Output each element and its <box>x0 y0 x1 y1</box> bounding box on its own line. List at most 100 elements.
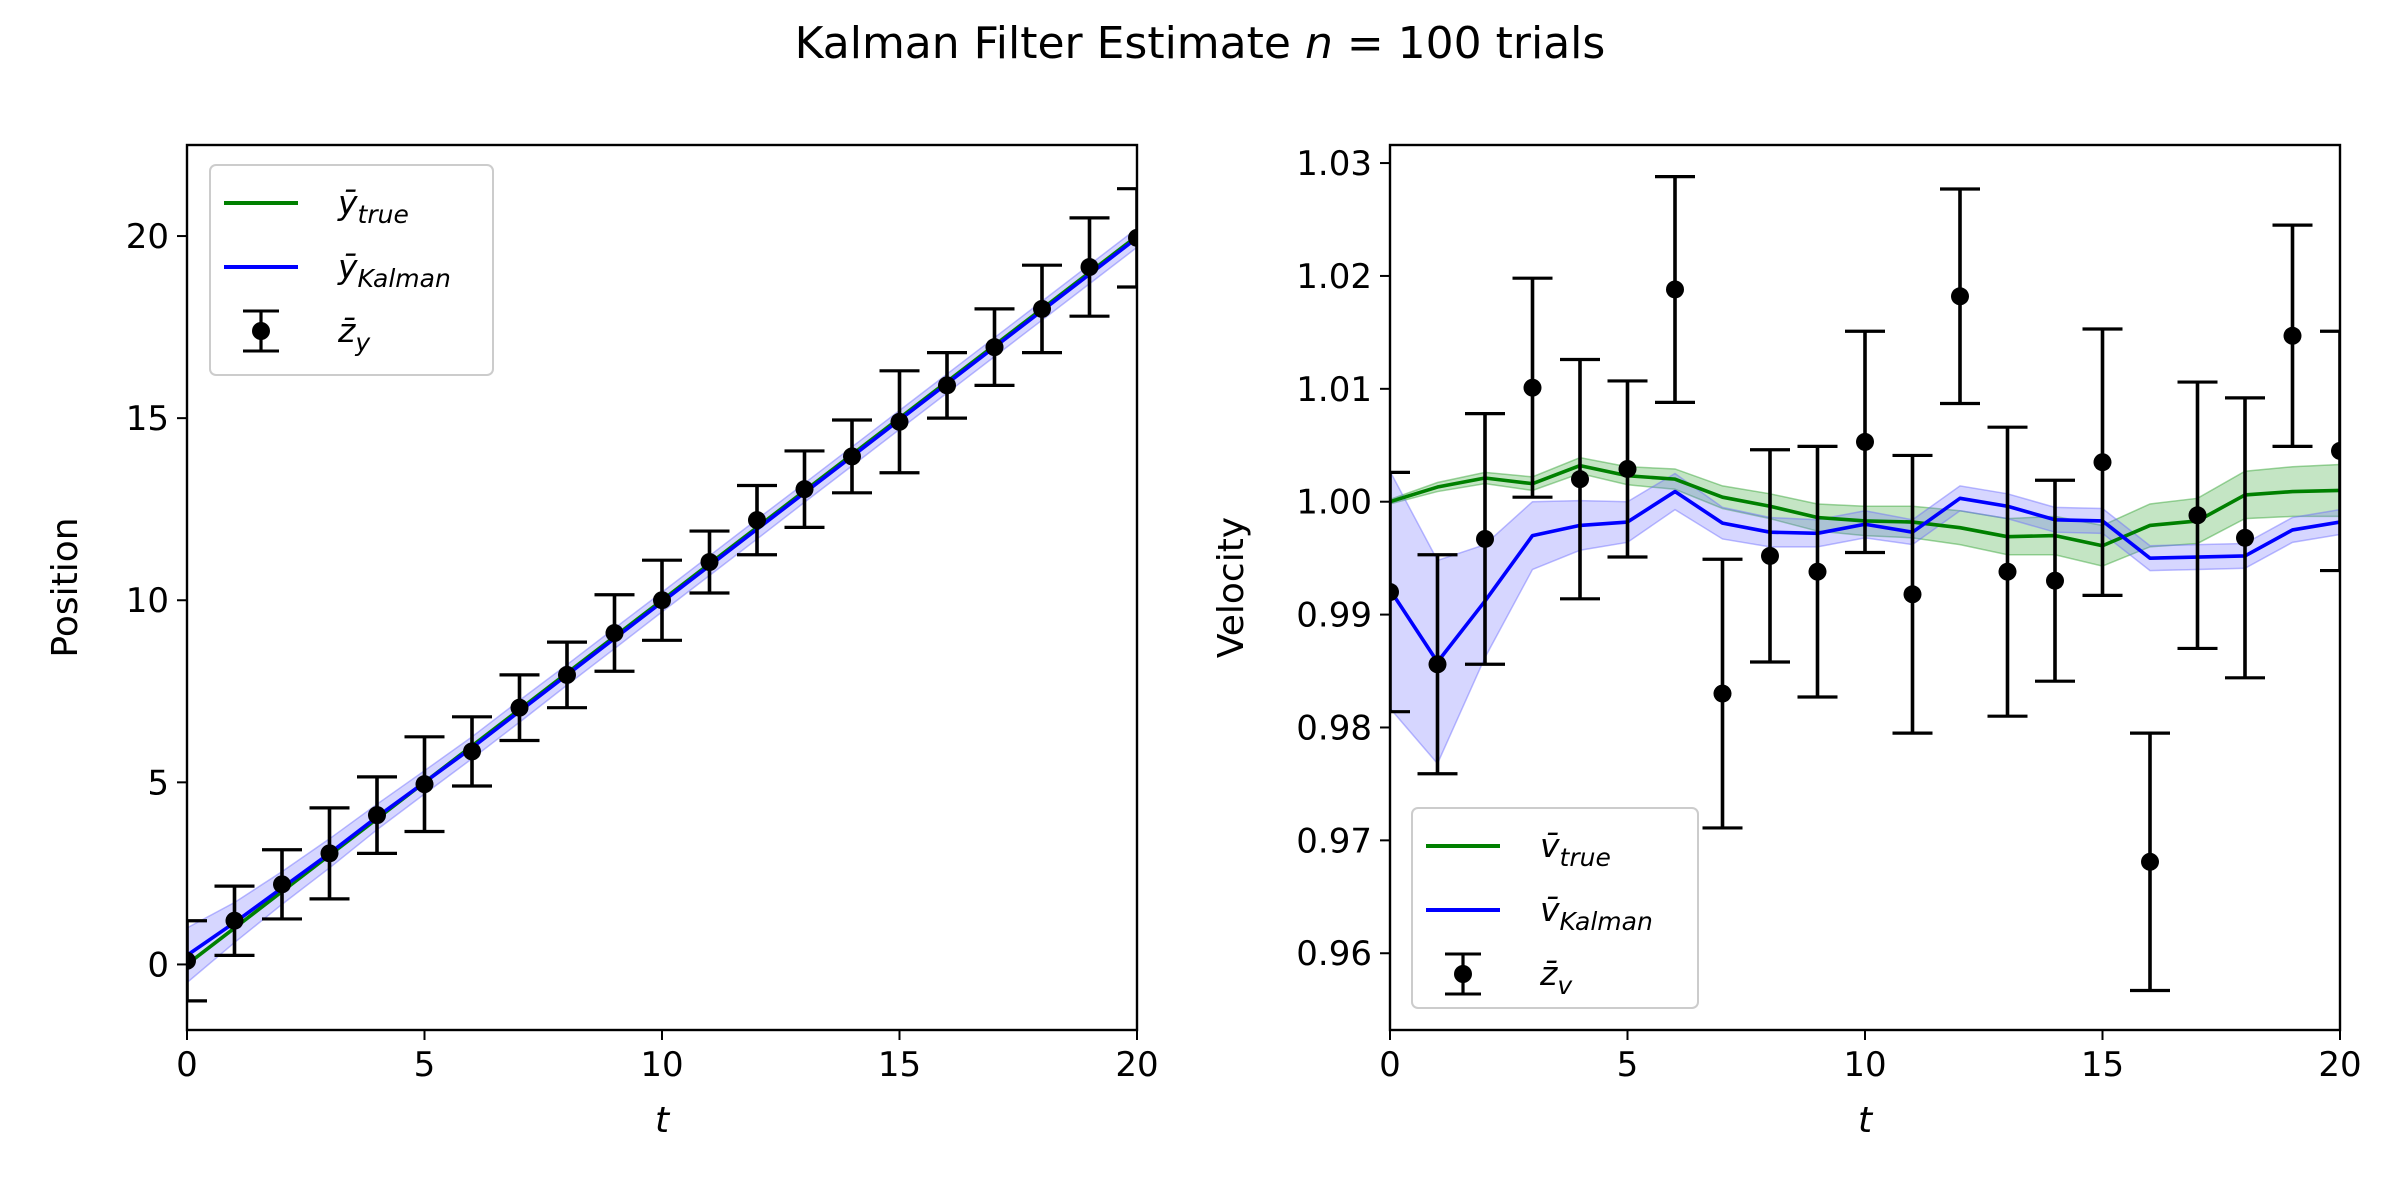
velocity-panel: 0 5 10 15 20 0.96 0.97 0.98 0.99 1.00 1.01 1.02 1.03… <box>1211 143 2362 1141</box>
measurement-point <box>1808 562 1827 581</box>
measurement-point <box>2283 326 2302 345</box>
measurement-point <box>273 875 291 894</box>
y-tick-label: 1.01 <box>1296 370 1372 410</box>
x-tick-label: 20 <box>2318 1045 2361 1085</box>
legend-label-base: z̄ <box>337 311 356 350</box>
measurement-point <box>558 665 576 684</box>
legend-label-base: v̄ <box>1540 826 1560 865</box>
legend-label-sub: v <box>1557 971 1573 1000</box>
measurement-point <box>225 911 244 930</box>
plot-area <box>1390 175 2340 993</box>
measurement-point <box>510 698 529 717</box>
legend-marker <box>1454 965 1472 983</box>
measurement-point <box>1571 470 1589 489</box>
x-tick-label: 0 <box>1379 1045 1401 1085</box>
y-tick-label: 5 <box>147 763 169 803</box>
legend-label-base: v̄ <box>1540 890 1560 929</box>
measurement-point <box>2331 441 2340 460</box>
measurement-point <box>605 624 624 643</box>
y-tick-label: 1.02 <box>1296 257 1372 297</box>
measurement-point <box>2141 852 2159 871</box>
measurement-point <box>2046 571 2064 590</box>
legend-label: z̄v <box>1539 954 1573 1000</box>
measurement-point <box>1761 546 1779 565</box>
measurement-point <box>1713 684 1732 703</box>
measurement-point <box>748 511 766 530</box>
legend-frame <box>1411 807 1699 1009</box>
legend-label: v̄Kalman <box>1540 890 1653 936</box>
measurement-point <box>843 447 861 466</box>
measurement-point <box>985 338 1004 357</box>
measurement-point <box>653 591 671 610</box>
measurement-point <box>1128 228 1137 247</box>
y-axis-label: Position <box>45 517 86 657</box>
x-axis-label: t <box>655 1100 671 1141</box>
x-tick-label: 10 <box>1843 1045 1886 1085</box>
y-tick-label: 0 <box>147 945 169 985</box>
measurement-point <box>795 480 814 499</box>
measurement-point <box>1476 529 1494 548</box>
legend-label-base: ȳ <box>337 183 358 222</box>
measurement-point <box>187 951 196 970</box>
measurement-point <box>368 806 386 825</box>
y-tick-label: 0.96 <box>1296 934 1372 974</box>
legend-label: ȳKalman <box>337 247 451 293</box>
measurement-point <box>463 742 481 761</box>
measurement-point <box>1080 258 1099 277</box>
measurement-point <box>1903 585 1922 604</box>
y-tick-label: 20 <box>126 217 169 257</box>
measurement-point <box>1998 562 2017 581</box>
legend-label: z̄y <box>337 311 371 357</box>
measurement-point <box>1618 459 1637 478</box>
x-tick-label: 5 <box>414 1045 436 1085</box>
legend-label-sub: true <box>1560 843 1611 872</box>
figure-title-var: n <box>1305 18 1333 69</box>
measurement-point <box>890 412 909 431</box>
measurement-point <box>938 376 956 395</box>
y-tick-label: 0.98 <box>1296 708 1372 748</box>
x-tick-label: 15 <box>878 1045 921 1085</box>
figure-title-suffix: = 100 trials <box>1333 18 1606 69</box>
x-tick-label: 15 <box>2081 1045 2124 1085</box>
legend-marker <box>252 322 270 340</box>
measurement-point <box>2236 528 2254 547</box>
legend-label: v̄true <box>1540 826 1611 872</box>
legend-label-sub: Kalman <box>358 264 451 293</box>
legend-label-sub: Kalman <box>1560 907 1653 936</box>
x-tick-label: 0 <box>176 1045 198 1085</box>
measurement-point <box>1856 432 1874 451</box>
legend-label: ȳtrue <box>337 183 409 229</box>
y-tick-label: 15 <box>126 399 169 439</box>
legend-frame <box>209 164 494 376</box>
plot-area <box>187 187 1137 1003</box>
legend-label-base: ȳ <box>337 247 358 286</box>
x-tick-label: 10 <box>640 1045 683 1085</box>
figure-title: Kalman Filter Estimate n = 100 trials <box>795 18 1606 69</box>
y-tick-label: 10 <box>126 581 169 621</box>
measurement-point <box>1523 378 1542 397</box>
y-tick-label: 1.00 <box>1296 483 1372 523</box>
y-tick-label: 0.97 <box>1296 821 1372 861</box>
x-tick-label: 5 <box>1617 1045 1639 1085</box>
measurement-point <box>1951 287 1969 306</box>
figure-title-prefix: Kalman Filter Estimate <box>795 18 1305 69</box>
measurement-point <box>415 775 434 794</box>
measurement-point <box>700 553 719 572</box>
y-tick-label: 0.99 <box>1296 596 1372 636</box>
measurement-point <box>1033 299 1051 318</box>
legend-label-sub: y <box>354 328 371 357</box>
legend-label-base: z̄ <box>1539 954 1558 993</box>
measurement-point <box>1428 655 1447 674</box>
legend-label-sub: true <box>358 200 409 229</box>
measurement-point <box>320 844 339 863</box>
x-tick-label: 20 <box>1115 1045 1158 1085</box>
measurement-point <box>2093 453 2112 472</box>
y-tick-label: 1.03 <box>1296 144 1372 184</box>
measurement-point <box>1666 280 1684 299</box>
measurement-point <box>1390 583 1399 602</box>
x-axis-label: t <box>1858 1100 1874 1141</box>
